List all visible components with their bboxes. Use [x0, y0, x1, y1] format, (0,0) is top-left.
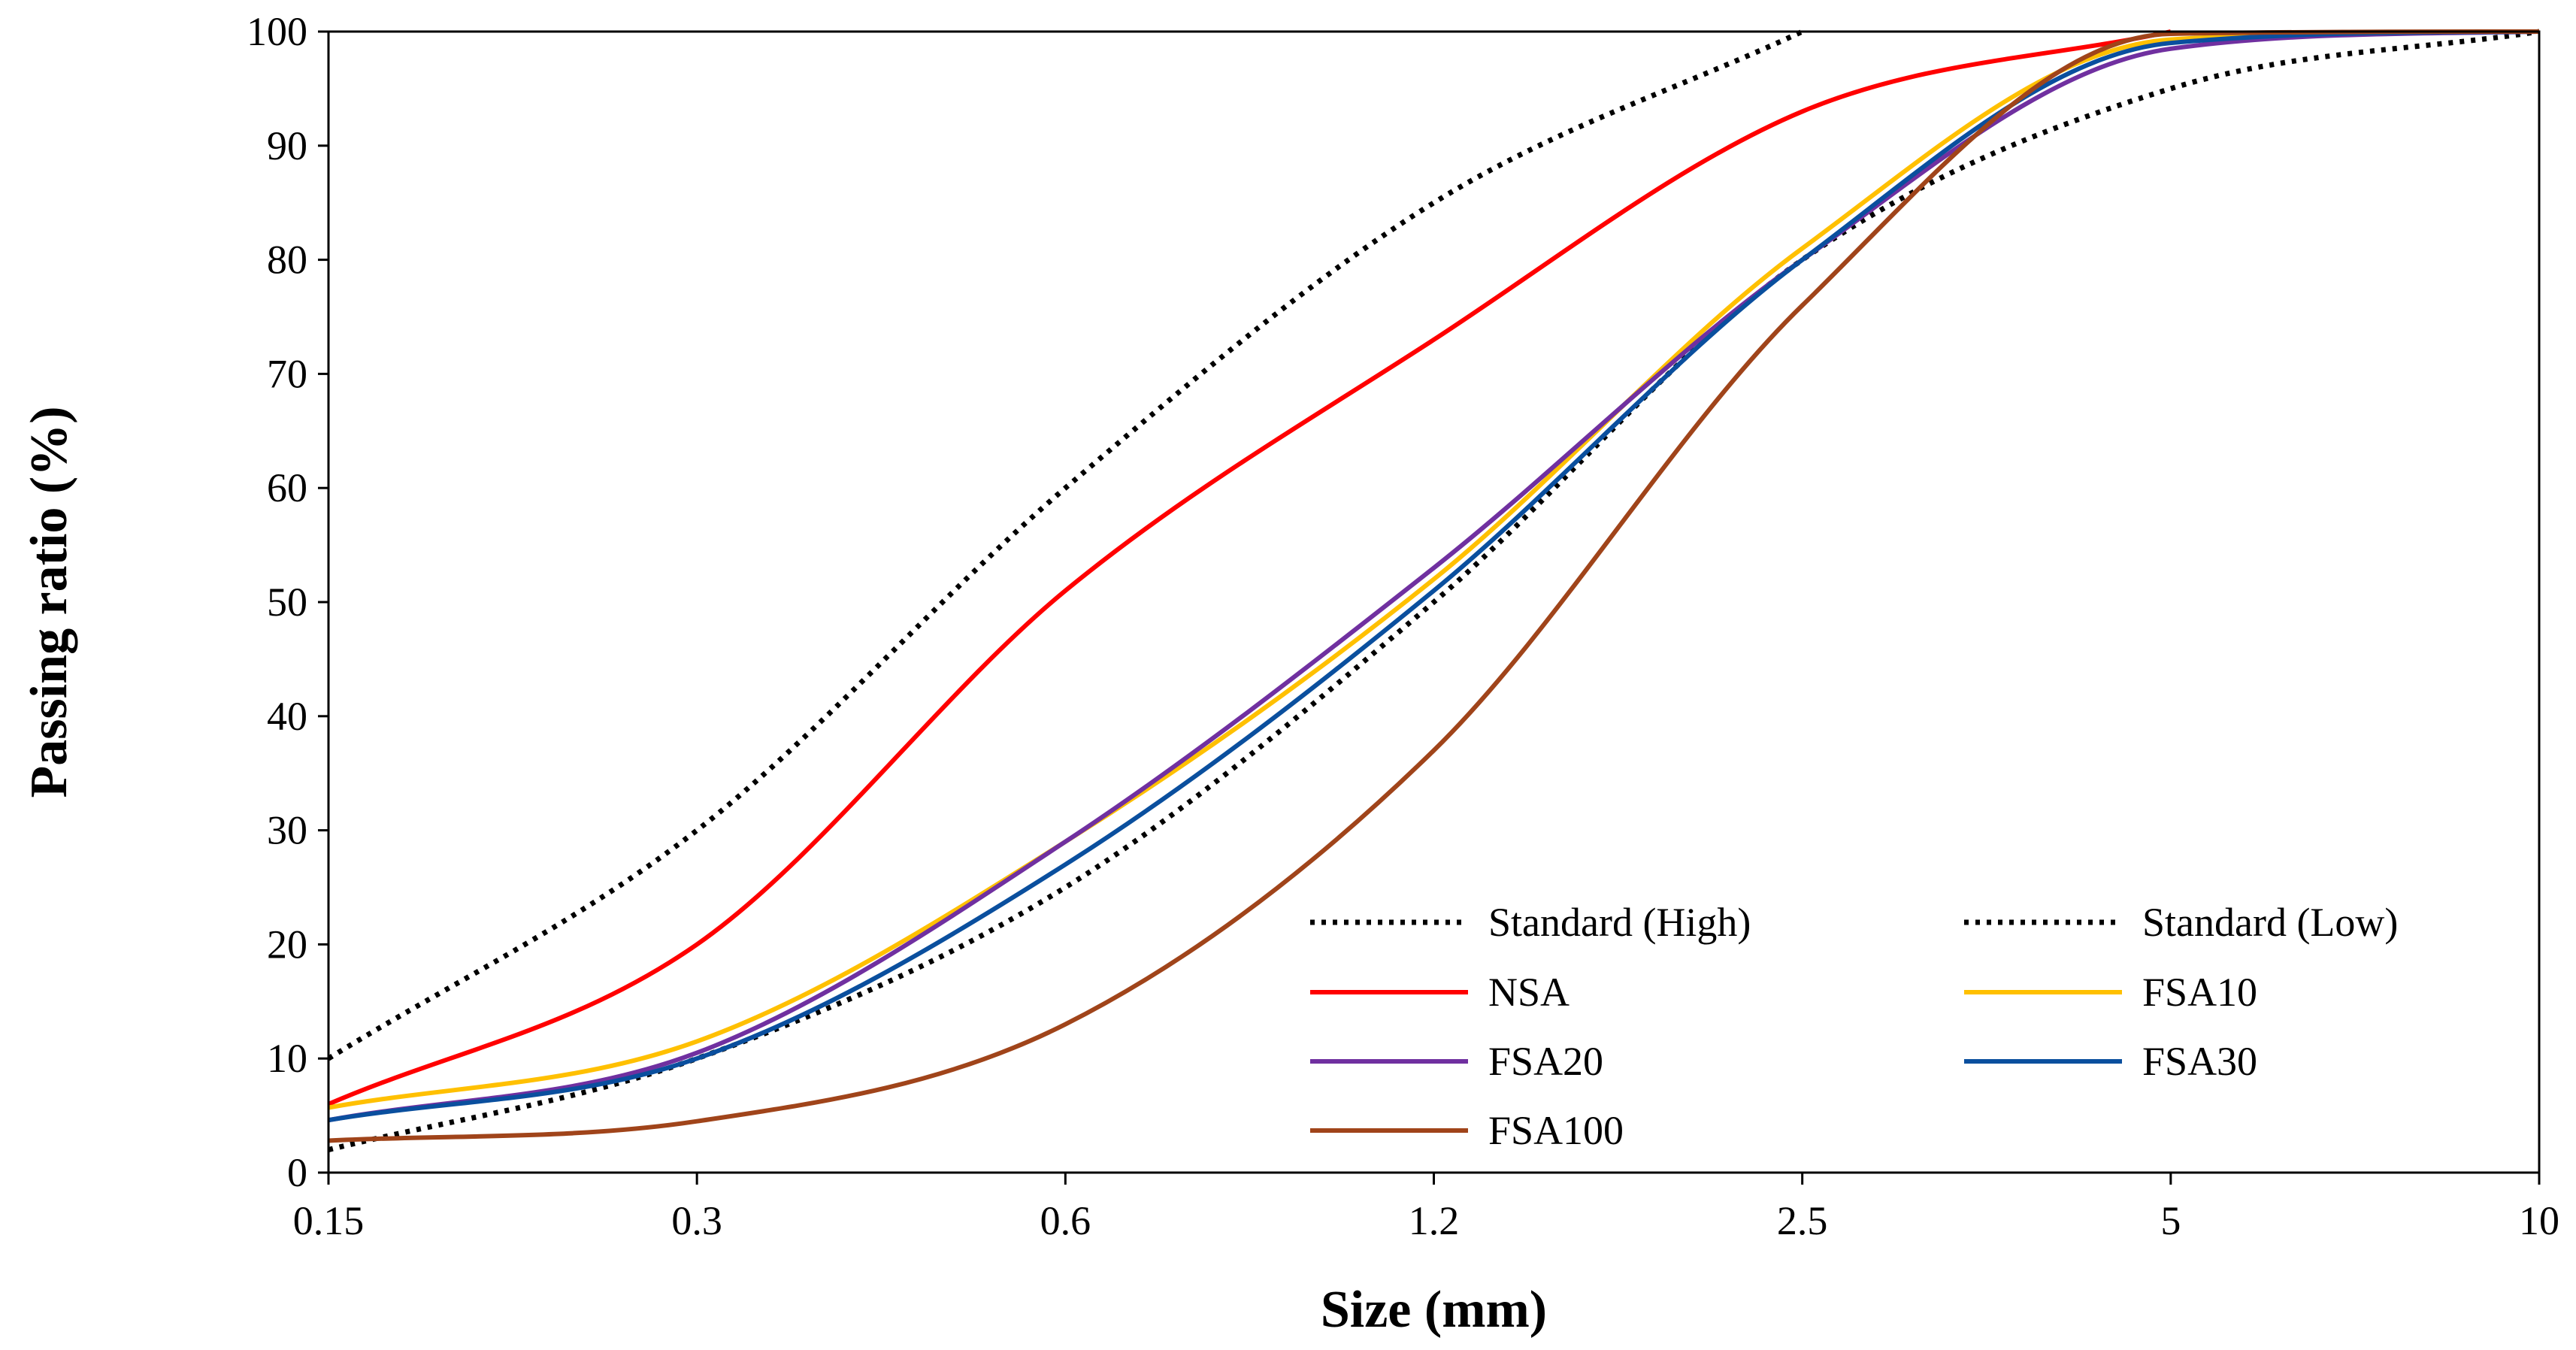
- x-tick-label: 0.3: [671, 1198, 722, 1243]
- legend-entry: FSA20: [1310, 1039, 1603, 1084]
- legend-entry: NSA: [1310, 970, 1570, 1015]
- legend-label: FSA100: [1488, 1108, 1624, 1153]
- series-line-fsa100: [328, 29, 2539, 1143]
- y-tick-label: 30: [267, 808, 307, 853]
- legend: Standard (High) Standard (Low) NSA FSA10 FSA…: [1310, 900, 2398, 1153]
- legend-entry: Standard (High): [1310, 900, 1751, 945]
- y-axis-title: Passing ratio (%): [20, 406, 78, 798]
- x-tick-label: 5: [2160, 1198, 2181, 1243]
- y-tick-label: 40: [267, 694, 307, 739]
- series-line-fsa10: [328, 29, 2539, 1110]
- y-tick-label: 0: [287, 1150, 307, 1195]
- y-tick-label: 10: [267, 1036, 307, 1081]
- y-tick-label: 90: [267, 123, 307, 168]
- series-line-standard-low: [328, 29, 2539, 1152]
- x-tick-label: 10: [2519, 1198, 2559, 1243]
- x-axis-title: Size (mm): [1321, 1281, 1547, 1339]
- series-line-nsa: [328, 29, 2172, 1106]
- legend-entry: FSA100: [1310, 1108, 1624, 1153]
- y-tick-label: 80: [267, 238, 307, 283]
- series-line-fsa20: [328, 29, 2539, 1123]
- x-tick-label: 0.15: [293, 1198, 365, 1243]
- y-tick-label: 100: [247, 9, 307, 54]
- legend-entry: FSA30: [1964, 1039, 2257, 1084]
- legend-label: FSA20: [1488, 1039, 1603, 1084]
- axis-layer: 0 10 20 30 40 50 60 70 80 90 100 0.15 0.3 0.6 1.2 2.5 5 1…: [247, 9, 2559, 1243]
- legend-entry: Standard (Low): [1964, 900, 2398, 945]
- legend-label: Standard (High): [1488, 900, 1751, 945]
- legend-label: FSA30: [2142, 1039, 2257, 1084]
- legend-label: Standard (Low): [2142, 900, 2398, 945]
- x-tick-label: 1.2: [1409, 1198, 1460, 1243]
- series-line-fsa30: [328, 29, 2539, 1123]
- legend-label: FSA10: [2142, 970, 2257, 1015]
- x-tick-label: 2.5: [1777, 1198, 1828, 1243]
- y-tick-label: 60: [267, 465, 307, 510]
- y-tick-label: 50: [267, 580, 307, 625]
- x-tick-label: 0.6: [1040, 1198, 1091, 1243]
- legend-label: NSA: [1488, 970, 1570, 1015]
- plot-layer: [328, 29, 2539, 1152]
- legend-entry: FSA10: [1964, 970, 2257, 1015]
- series-line-standard-high: [328, 29, 1804, 1061]
- y-tick-label: 20: [267, 922, 307, 967]
- y-tick-label: 70: [267, 351, 307, 396]
